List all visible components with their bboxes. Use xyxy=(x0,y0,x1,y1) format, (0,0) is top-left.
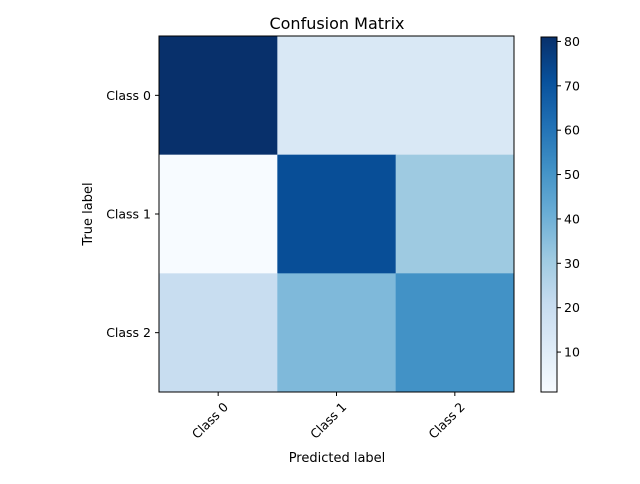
x-axis-ticks: Class 0 Class 1 Class 2 xyxy=(189,392,468,442)
y-tick-label: Class 0 xyxy=(106,88,151,103)
x-tick-label: Class 1 xyxy=(307,399,349,441)
heatmap-cell xyxy=(159,154,278,274)
colorbar-gradient xyxy=(540,36,558,393)
y-tick-label: Class 2 xyxy=(106,325,151,340)
colorbar-tick-label: 30 xyxy=(564,256,580,271)
colorbar-tick-label: 10 xyxy=(564,345,580,360)
chart-title: Confusion Matrix xyxy=(269,14,404,33)
heatmap-cell xyxy=(395,36,515,156)
y-tick-label: Class 1 xyxy=(106,207,151,222)
colorbar-tick-label: 70 xyxy=(564,78,580,93)
heatmap-cell xyxy=(277,36,397,156)
colorbar-tick-label: 50 xyxy=(564,167,580,182)
heatmap-cell xyxy=(277,273,397,393)
x-tick-label: Class 0 xyxy=(189,399,231,441)
colorbar-ticks: 10 20 30 40 50 60 70 80 xyxy=(557,34,580,360)
heatmap-cell xyxy=(159,273,278,393)
heatmap-cell xyxy=(395,154,515,274)
heatmap-cell xyxy=(159,36,278,156)
y-axis-label: True label xyxy=(81,182,96,246)
colorbar-tick-label: 20 xyxy=(564,300,580,315)
colorbar-tick-label: 80 xyxy=(564,34,580,49)
x-tick-label: Class 2 xyxy=(425,399,467,441)
heatmap-cell xyxy=(395,273,515,393)
heatmap-cells xyxy=(159,36,515,393)
y-axis-ticks: Class 0 Class 1 Class 2 xyxy=(106,88,159,340)
colorbar-tick-label: 60 xyxy=(564,123,580,138)
colorbar-tick-label: 40 xyxy=(564,211,580,226)
x-axis-label: Predicted label xyxy=(289,451,386,466)
colorbar: 10 20 30 40 50 60 70 80 xyxy=(540,34,580,393)
heatmap-cell xyxy=(277,154,397,274)
